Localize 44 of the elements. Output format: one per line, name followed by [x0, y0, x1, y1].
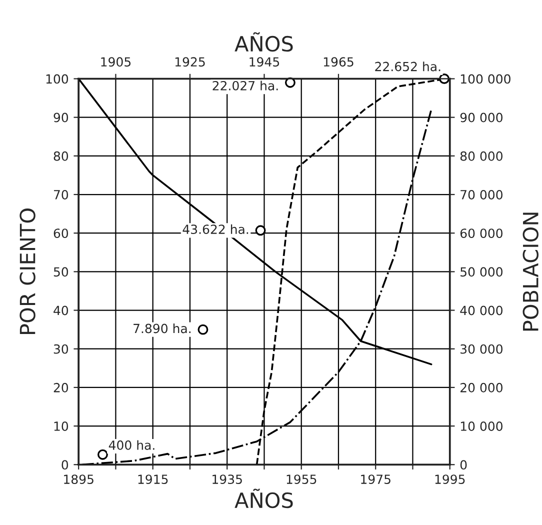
point [198, 324, 208, 335]
annotation: 43.622 ha. [182, 224, 248, 234]
x-axis-title: AÑOS [234, 488, 293, 508]
annotation: 400 ha. [108, 440, 154, 450]
x2-tick-label: 1905 [101, 57, 131, 67]
x-tick-label: 1955 [286, 474, 316, 484]
y-tick-label: 80 [54, 151, 68, 161]
y2-tick-label: 50 000 [460, 267, 502, 277]
x2-tick-label: 1965 [324, 57, 354, 67]
y-axis-title: POR CIENTO [20, 208, 36, 334]
annotation: 7.890 ha. [134, 324, 191, 334]
y2-axis-title: POBLACION [522, 212, 539, 331]
annotation: 22.652 ha. [375, 62, 440, 72]
y2-tick-label: 100 000 [460, 74, 510, 84]
x-tick-label: 1915 [138, 474, 168, 484]
point [255, 225, 266, 236]
point [97, 449, 108, 460]
y-tick-label: 100 [46, 74, 68, 84]
x-tick-label: 1895 [64, 474, 94, 484]
y2-tick-label: 10 000 [460, 422, 502, 431]
y-tick-label: 90 [54, 112, 68, 122]
y2-tick-label: 0 [460, 460, 467, 470]
annotation: 22.027 ha. [212, 80, 278, 90]
y-tick-label: 40 [54, 306, 68, 316]
y-tick-label: 30 [54, 344, 68, 354]
y-tick-label: 60 [54, 228, 68, 238]
y-tick-label: 10 [54, 422, 68, 431]
y-tick-label: 20 [54, 382, 68, 392]
y2-tick-label: 30 000 [460, 344, 502, 354]
x-tick-label: 1995 [435, 474, 465, 484]
y-tick-label: 50 [54, 267, 68, 277]
y2-tick-label: 80 000 [460, 151, 502, 161]
y2-tick-label: 90 000 [460, 112, 502, 122]
y2-tick-label: 70 000 [460, 190, 502, 200]
x-tick-label: 1975 [361, 474, 390, 484]
y2-tick-label: 40 000 [460, 306, 502, 316]
y-tick-label: 0 [62, 460, 68, 470]
y2-tick-label: 60 000 [460, 228, 502, 238]
x2-tick-label: 1945 [250, 57, 280, 67]
x-tick-label: 1935 [212, 474, 242, 484]
y-tick-label: 70 [54, 190, 68, 200]
x2-axis-title: AÑOS [234, 32, 293, 52]
x2-tick-label: 1925 [175, 57, 205, 67]
y2-tick-label: 20 000 [460, 382, 502, 392]
